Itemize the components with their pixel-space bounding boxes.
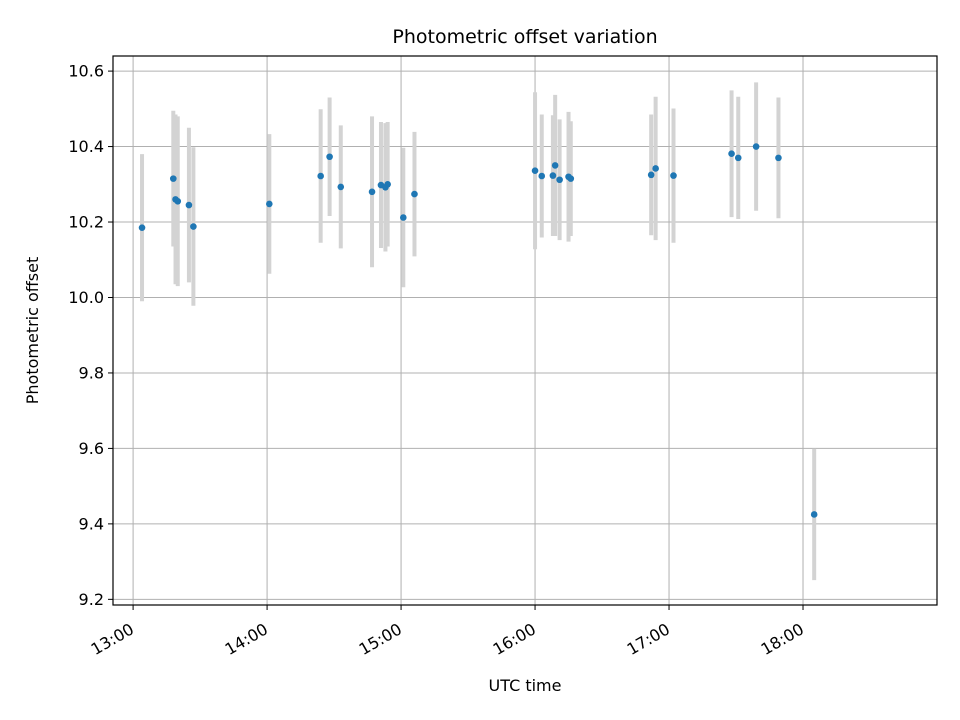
data-point (368, 188, 376, 196)
data-point (138, 224, 146, 231)
data-point (551, 162, 559, 169)
error-bars (140, 82, 817, 581)
y-tick-label: 9.4 (79, 514, 104, 533)
data-point (538, 172, 546, 180)
data-point (810, 511, 818, 518)
data-point (399, 214, 407, 221)
data-point (190, 223, 197, 230)
x-tick-label: 15:00 (356, 619, 405, 659)
plot-frame (112, 55, 938, 606)
data-point (337, 183, 345, 191)
data-point (734, 154, 742, 162)
data-point (411, 190, 418, 198)
data-point (728, 150, 735, 158)
data-point (556, 176, 563, 184)
x-tick-label: 17:00 (624, 619, 673, 659)
data-point (174, 197, 182, 205)
data-point (185, 201, 193, 209)
data-point (670, 172, 677, 179)
chart-title: Photometric offset variation (392, 26, 657, 48)
x-tick-label: 18:00 (758, 619, 807, 659)
data-point (652, 165, 659, 172)
data-point (647, 171, 655, 179)
data-point (326, 153, 333, 161)
x-axis-label: UTC time (489, 676, 562, 695)
y-tick-label: 10.6 (68, 62, 104, 81)
data-point (549, 172, 557, 179)
x-tick-label: 14:00 (222, 619, 271, 659)
data-point (317, 172, 324, 180)
data-point (775, 154, 782, 162)
y-tick-label: 9.6 (79, 439, 104, 458)
y-tick-label: 10.0 (68, 288, 104, 307)
y-axis-label: Photometric offset (23, 257, 42, 405)
data-point (752, 143, 760, 150)
x-tick-label: 13:00 (88, 619, 137, 659)
data-point (567, 175, 575, 182)
y-tick-label: 10.2 (68, 213, 104, 232)
grid (113, 56, 937, 605)
data-point (384, 180, 391, 188)
data-point (531, 167, 539, 175)
data-points (138, 143, 818, 518)
y-tick-label: 9.2 (79, 590, 104, 609)
x-tick-label: 16:00 (490, 619, 539, 659)
data-point (169, 175, 177, 182)
data-point (266, 200, 273, 208)
y-tick-label: 10.4 (68, 137, 104, 156)
y-tick-label: 9.8 (79, 363, 104, 382)
